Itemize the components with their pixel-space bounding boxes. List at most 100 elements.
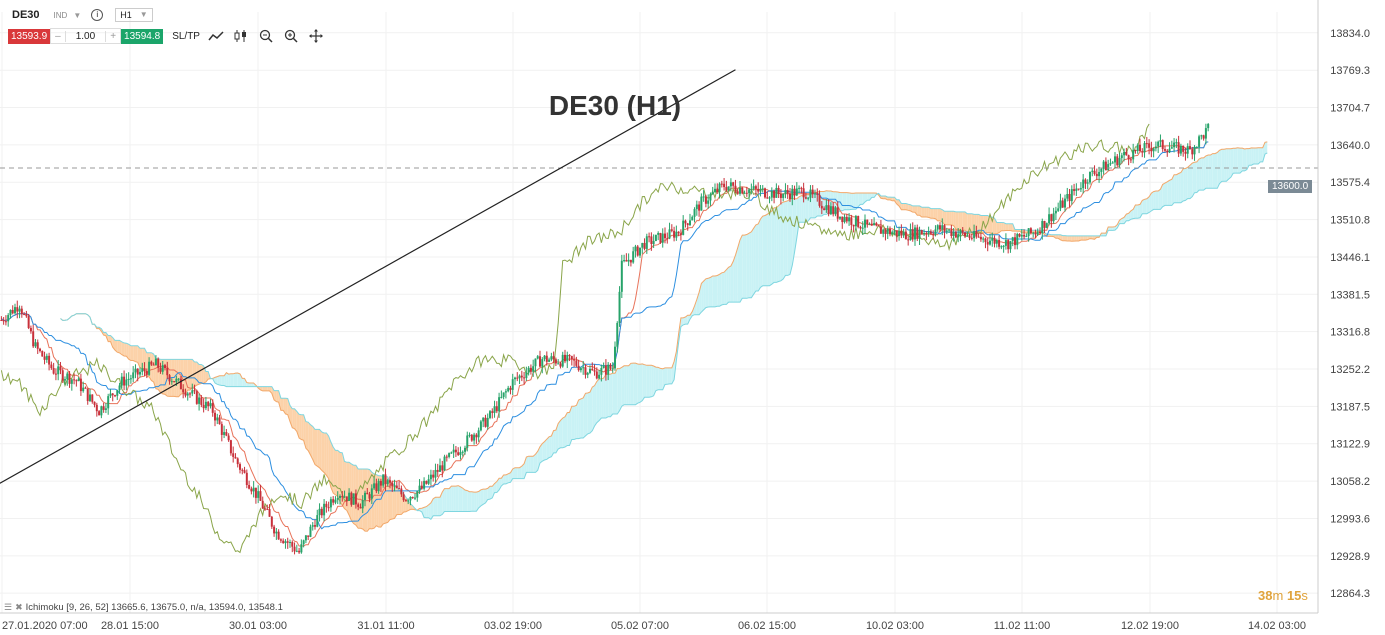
timeframe-select[interactable]: H1 ▼ bbox=[115, 8, 153, 22]
sltp-button[interactable]: SL/TP bbox=[172, 30, 200, 42]
cloud-segment bbox=[392, 484, 395, 520]
candle-body bbox=[486, 417, 489, 427]
cloud-segment bbox=[519, 466, 522, 479]
cloud-segment bbox=[944, 211, 947, 225]
cloud-segment bbox=[483, 489, 486, 505]
candlestick-icon[interactable] bbox=[233, 29, 250, 44]
candle-body bbox=[775, 187, 778, 198]
candle-body bbox=[595, 371, 598, 379]
cloud-segment bbox=[969, 213, 972, 233]
line-chart-icon[interactable] bbox=[208, 29, 225, 44]
chevron-down-icon[interactable]: ▼ bbox=[73, 10, 82, 20]
info-icon[interactable]: i bbox=[91, 9, 104, 21]
candle-body bbox=[816, 193, 819, 195]
cloud-segment bbox=[1228, 148, 1231, 180]
trendline bbox=[0, 69, 736, 484]
candle-body bbox=[1036, 231, 1039, 235]
candle-body bbox=[134, 368, 137, 373]
horizontal-line-price-badge[interactable]: 13600.0 bbox=[1268, 180, 1313, 193]
cloud-segment bbox=[1092, 235, 1095, 240]
cloud-segment bbox=[1260, 147, 1263, 162]
x-tick-label: 27.01.2020 07:00 bbox=[2, 620, 88, 632]
candle-body bbox=[248, 484, 251, 489]
cloud-segment bbox=[858, 192, 861, 207]
candle-body bbox=[954, 231, 957, 238]
candle-body bbox=[1136, 144, 1139, 152]
candle-body bbox=[1104, 161, 1107, 171]
cloud-segment bbox=[846, 192, 850, 210]
candle-body bbox=[732, 182, 735, 186]
candle-body bbox=[1063, 198, 1066, 208]
cloud-segment bbox=[955, 211, 959, 230]
sell-button[interactable]: 13593.9 bbox=[8, 28, 51, 44]
cloud-segment bbox=[753, 224, 756, 295]
cloud-segment bbox=[574, 405, 577, 440]
cloud-segment bbox=[1114, 224, 1118, 231]
candle-body bbox=[1113, 156, 1116, 163]
cloud-segment bbox=[908, 204, 911, 211]
candle-body bbox=[554, 359, 557, 364]
candle-body bbox=[495, 406, 498, 412]
candle-body bbox=[100, 406, 103, 416]
candle-body bbox=[32, 331, 35, 347]
quantity-stepper[interactable]: – 1.00 + bbox=[50, 28, 122, 44]
candle-body bbox=[702, 196, 705, 198]
zoom-out-icon[interactable] bbox=[258, 29, 275, 44]
cloud-segment bbox=[142, 348, 145, 370]
candle-body bbox=[998, 239, 1001, 247]
candle-body bbox=[332, 499, 335, 503]
x-tick-label: 30.01 03:00 bbox=[229, 620, 287, 632]
candle-body bbox=[132, 372, 135, 379]
cloud-segment bbox=[862, 192, 865, 205]
cloud-segment bbox=[776, 205, 779, 283]
candle-body bbox=[575, 360, 578, 366]
candle-body bbox=[957, 234, 960, 238]
quantity-input[interactable]: 1.00 bbox=[64, 30, 107, 42]
candle-body bbox=[166, 368, 169, 376]
cloud-segment bbox=[924, 207, 927, 218]
cloud-segment bbox=[119, 340, 122, 355]
y-tick-label: 12928.9 bbox=[1330, 551, 1370, 563]
cloud-segment bbox=[1033, 230, 1036, 233]
candle-body bbox=[854, 216, 857, 227]
candle-body bbox=[573, 359, 576, 361]
close-icon[interactable]: ✖ bbox=[15, 602, 23, 612]
cloud-segment bbox=[224, 372, 227, 387]
candle-body bbox=[920, 230, 923, 235]
cloud-segment bbox=[1221, 149, 1225, 182]
candle-body bbox=[950, 229, 953, 237]
candle-body bbox=[873, 223, 876, 226]
buy-button[interactable]: 13594.8 bbox=[121, 28, 164, 44]
candle-body bbox=[70, 379, 73, 384]
indicator-legend: ☰ ✖ Ichimoku [9, 26, 52] 13665.6, 13675.… bbox=[4, 602, 283, 613]
zoom-in-icon[interactable] bbox=[283, 29, 300, 44]
candle-body bbox=[341, 496, 344, 498]
crosshair-icon[interactable] bbox=[308, 29, 325, 44]
candle-body bbox=[107, 396, 110, 409]
candle-body bbox=[223, 432, 226, 435]
cloud-segment bbox=[190, 359, 193, 391]
candle-body bbox=[929, 231, 932, 234]
candle-body bbox=[770, 190, 773, 198]
candle-body bbox=[948, 229, 951, 231]
candle-body bbox=[436, 469, 439, 472]
settings-icon[interactable]: ☰ bbox=[4, 602, 13, 612]
increment-button[interactable]: + bbox=[110, 30, 117, 42]
cloud-segment bbox=[1201, 157, 1204, 191]
cloud-segment bbox=[433, 497, 436, 516]
candle-body bbox=[429, 474, 432, 480]
cloud-segment bbox=[1149, 193, 1152, 213]
candle-body bbox=[1143, 143, 1146, 153]
x-tick-label: 14.02 03:00 bbox=[1248, 620, 1306, 632]
candle-body bbox=[936, 225, 939, 230]
cloud-segment bbox=[426, 504, 429, 518]
cloud-segment bbox=[733, 254, 736, 303]
candle-body bbox=[232, 453, 235, 457]
symbol-label[interactable]: DE30 bbox=[12, 9, 40, 21]
candle-body bbox=[834, 207, 837, 215]
cloud-segment bbox=[396, 487, 400, 515]
decrement-button[interactable]: – bbox=[55, 30, 61, 42]
candle-body bbox=[811, 189, 814, 195]
candle-body bbox=[550, 356, 553, 360]
